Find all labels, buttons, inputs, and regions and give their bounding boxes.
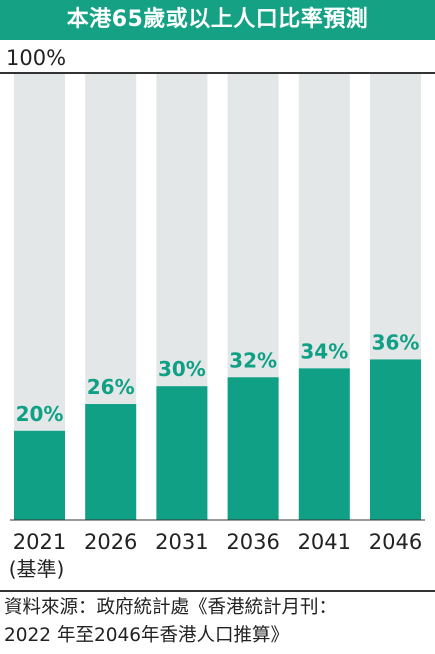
bar-2026 (85, 404, 137, 520)
value-label-2026: 26% (87, 375, 135, 399)
category-label-2046: 2046 (369, 530, 422, 554)
max-value-label: 100% (6, 46, 67, 70)
category-label-2041: 2041 (298, 530, 351, 554)
category-label-2036: 2036 (226, 530, 279, 554)
value-label-2036: 32% (229, 348, 277, 372)
source-note: 資料來源：政府統計處《香港統計月刊： 2022 年至2046年香港人口推算》 (4, 594, 432, 650)
category-note-2021: (基準) (9, 557, 65, 581)
value-label-2031: 30% (158, 357, 206, 381)
category-label-2026: 2026 (84, 530, 137, 554)
value-label-2041: 34% (300, 339, 348, 363)
bar-2021 (14, 430, 65, 520)
category-label-2021: 2021 (13, 530, 66, 554)
top-rule (0, 72, 435, 74)
source-line-1: 資料來源：政府統計處《香港統計月刊： (4, 597, 338, 618)
value-label-2021: 20% (16, 402, 64, 426)
bar-2046 (370, 359, 421, 520)
source-line-2: 2022 年至2046年香港人口推算》 (4, 625, 290, 646)
source-rule (0, 590, 435, 592)
bar-chart: 20% 2021 (基準) 26% 2026 30% 2031 32% 2036 34% 2041 3… (9, 74, 425, 581)
bar-2041 (298, 368, 350, 520)
category-label-2031: 2031 (155, 530, 208, 554)
chart-title: 本港65歲或以上人口比率預測 (0, 0, 435, 40)
value-label-2046: 36% (372, 330, 420, 354)
bar-2031 (156, 386, 208, 520)
bar-2036 (227, 377, 279, 520)
